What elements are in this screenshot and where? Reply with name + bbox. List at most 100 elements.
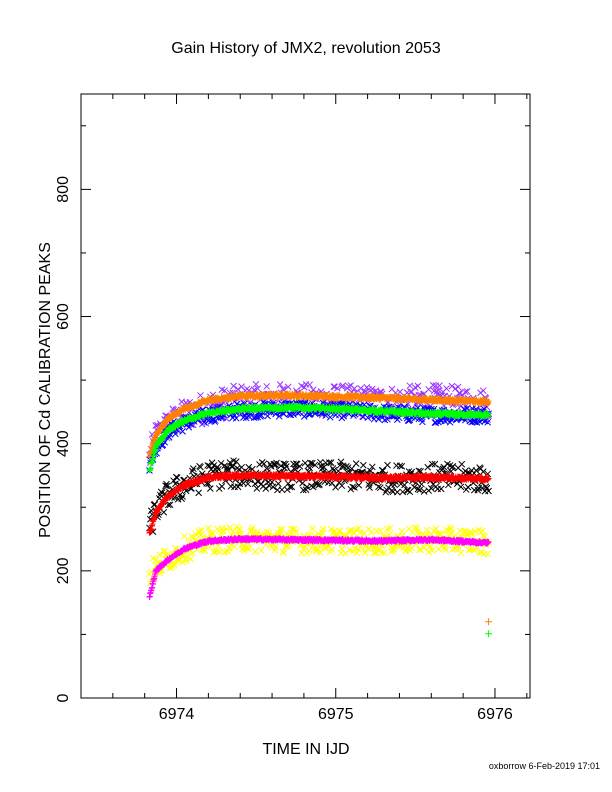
data-point — [464, 483, 472, 491]
data-point — [276, 381, 284, 388]
data-series-7 — [146, 523, 492, 587]
data-point — [181, 532, 188, 540]
data-series-5 — [146, 457, 492, 536]
data-point — [461, 388, 469, 396]
data-point — [330, 383, 338, 390]
data-point — [384, 461, 391, 469]
data-point — [432, 525, 440, 533]
data-point — [308, 525, 316, 532]
data-point — [463, 387, 471, 395]
data-point — [454, 383, 462, 391]
data-point — [458, 460, 466, 468]
data-point — [221, 387, 228, 395]
data-point — [284, 383, 292, 391]
data-point — [484, 550, 492, 558]
data-point — [322, 412, 330, 419]
data-point — [393, 488, 401, 496]
data-point — [217, 459, 225, 467]
data-point — [296, 462, 304, 470]
data-point — [230, 382, 237, 390]
plot-area — [146, 380, 493, 638]
y-axis-tick-labels: 0 200 400 600 800 — [55, 176, 72, 703]
data-point — [262, 485, 270, 492]
data-point — [200, 418, 208, 426]
plot-frame — [80, 93, 531, 699]
data-point — [368, 528, 375, 536]
data-point — [206, 485, 214, 492]
data-point — [332, 483, 339, 491]
data-point — [414, 382, 422, 390]
data-point — [384, 415, 391, 423]
x-axis-ticks — [80, 94, 528, 698]
y-tick-label: 200 — [55, 557, 72, 584]
data-point — [448, 382, 456, 390]
x-axis-tick-labels: 6974 6975 6976 — [159, 706, 513, 723]
data-point — [443, 385, 450, 392]
data-series-8 — [146, 534, 492, 601]
data-point — [290, 411, 297, 418]
data-point — [342, 549, 349, 557]
data-point — [444, 481, 452, 489]
data-point — [197, 392, 204, 399]
data-point — [436, 382, 443, 389]
y-tick-label: 800 — [55, 176, 72, 203]
data-point — [419, 418, 426, 426]
data-point — [245, 387, 253, 394]
data-point — [357, 385, 364, 392]
data-point — [278, 486, 286, 494]
data-point — [218, 483, 226, 490]
data-point — [437, 485, 445, 493]
data-point — [484, 418, 492, 426]
data-point — [257, 547, 265, 554]
data-point — [251, 548, 259, 555]
data-point — [274, 480, 282, 488]
data-point — [364, 414, 372, 422]
y-tick-label: 0 — [55, 693, 72, 702]
data-point — [398, 527, 406, 535]
data-point — [328, 546, 336, 553]
x-tick-label: 6975 — [318, 706, 354, 723]
data-point — [359, 461, 367, 469]
data-point — [339, 382, 347, 389]
data-point — [185, 423, 193, 431]
data-point — [160, 508, 168, 516]
data-point — [334, 384, 341, 392]
y-tick-label: 400 — [55, 430, 72, 457]
data-point — [195, 489, 203, 497]
data-point — [352, 460, 360, 467]
y-tick-label: 600 — [55, 303, 72, 330]
data-point — [300, 383, 308, 391]
data-point — [479, 387, 487, 395]
data-point — [340, 412, 347, 420]
data-point — [299, 479, 306, 487]
x-tick-label: 6974 — [159, 706, 195, 723]
data-point — [418, 480, 425, 488]
y-axis-ticks — [81, 125, 530, 699]
data-point — [263, 383, 271, 390]
chart-title: Gain History of JMX2, revolution 2053 — [171, 40, 441, 57]
data-point — [252, 380, 260, 388]
data-point — [406, 382, 414, 390]
data-series-3 — [146, 390, 492, 460]
data-point — [254, 385, 262, 392]
data-point — [457, 483, 465, 491]
data-point — [234, 386, 242, 393]
data-point — [231, 543, 238, 551]
data-point — [332, 411, 339, 419]
data-point — [305, 547, 313, 555]
data-point — [424, 463, 432, 471]
x-tick-label: 6976 — [477, 706, 513, 723]
data-point — [375, 415, 382, 423]
data-point — [232, 414, 240, 422]
data-point — [396, 388, 404, 396]
data-point — [306, 381, 313, 389]
data-point — [432, 419, 440, 427]
data-point — [435, 545, 442, 553]
data-point — [179, 428, 186, 435]
data-point — [245, 412, 253, 420]
data-point — [351, 385, 358, 392]
data-series-6 — [146, 470, 492, 536]
data-point — [429, 381, 437, 389]
data-point — [457, 549, 465, 557]
